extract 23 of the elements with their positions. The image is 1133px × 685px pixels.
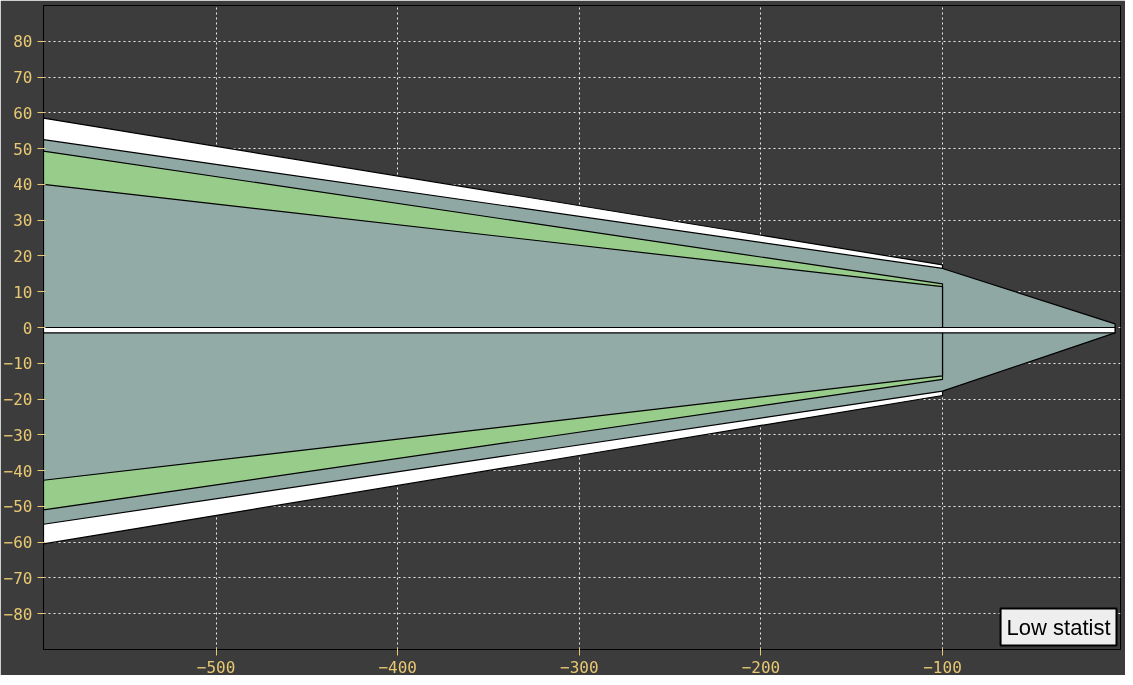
y-tick-label: 30	[13, 211, 33, 231]
y-tick-label: 60	[13, 103, 33, 123]
y-tick-label: −80	[3, 604, 33, 624]
x-tick-label: −100	[923, 657, 962, 677]
y-tick-label: 20	[13, 246, 33, 266]
annotation: Low statist	[1006, 614, 1111, 640]
y-tick-label: −20	[3, 390, 33, 410]
y-tick-label: −10	[3, 354, 33, 374]
y-tick-label: 40	[13, 175, 33, 195]
y-tick-label: −70	[3, 568, 33, 588]
y-tick-label: −30	[3, 425, 33, 445]
y-tick-label: −60	[3, 533, 33, 553]
y-tick-label: 80	[13, 32, 33, 52]
y-tick-label: 70	[13, 68, 33, 88]
x-tick-label: −400	[378, 657, 417, 677]
y-tick-label: −50	[3, 497, 33, 517]
y-tick-label: 10	[13, 282, 33, 302]
y-tick-label: 0	[22, 318, 33, 338]
x-tick-label: −500	[196, 657, 236, 677]
y-tick-label: 50	[13, 139, 33, 159]
x-tick-label: −200	[741, 657, 781, 677]
y-tick-label: −40	[3, 461, 33, 481]
x-tick-label: −300	[560, 657, 599, 677]
